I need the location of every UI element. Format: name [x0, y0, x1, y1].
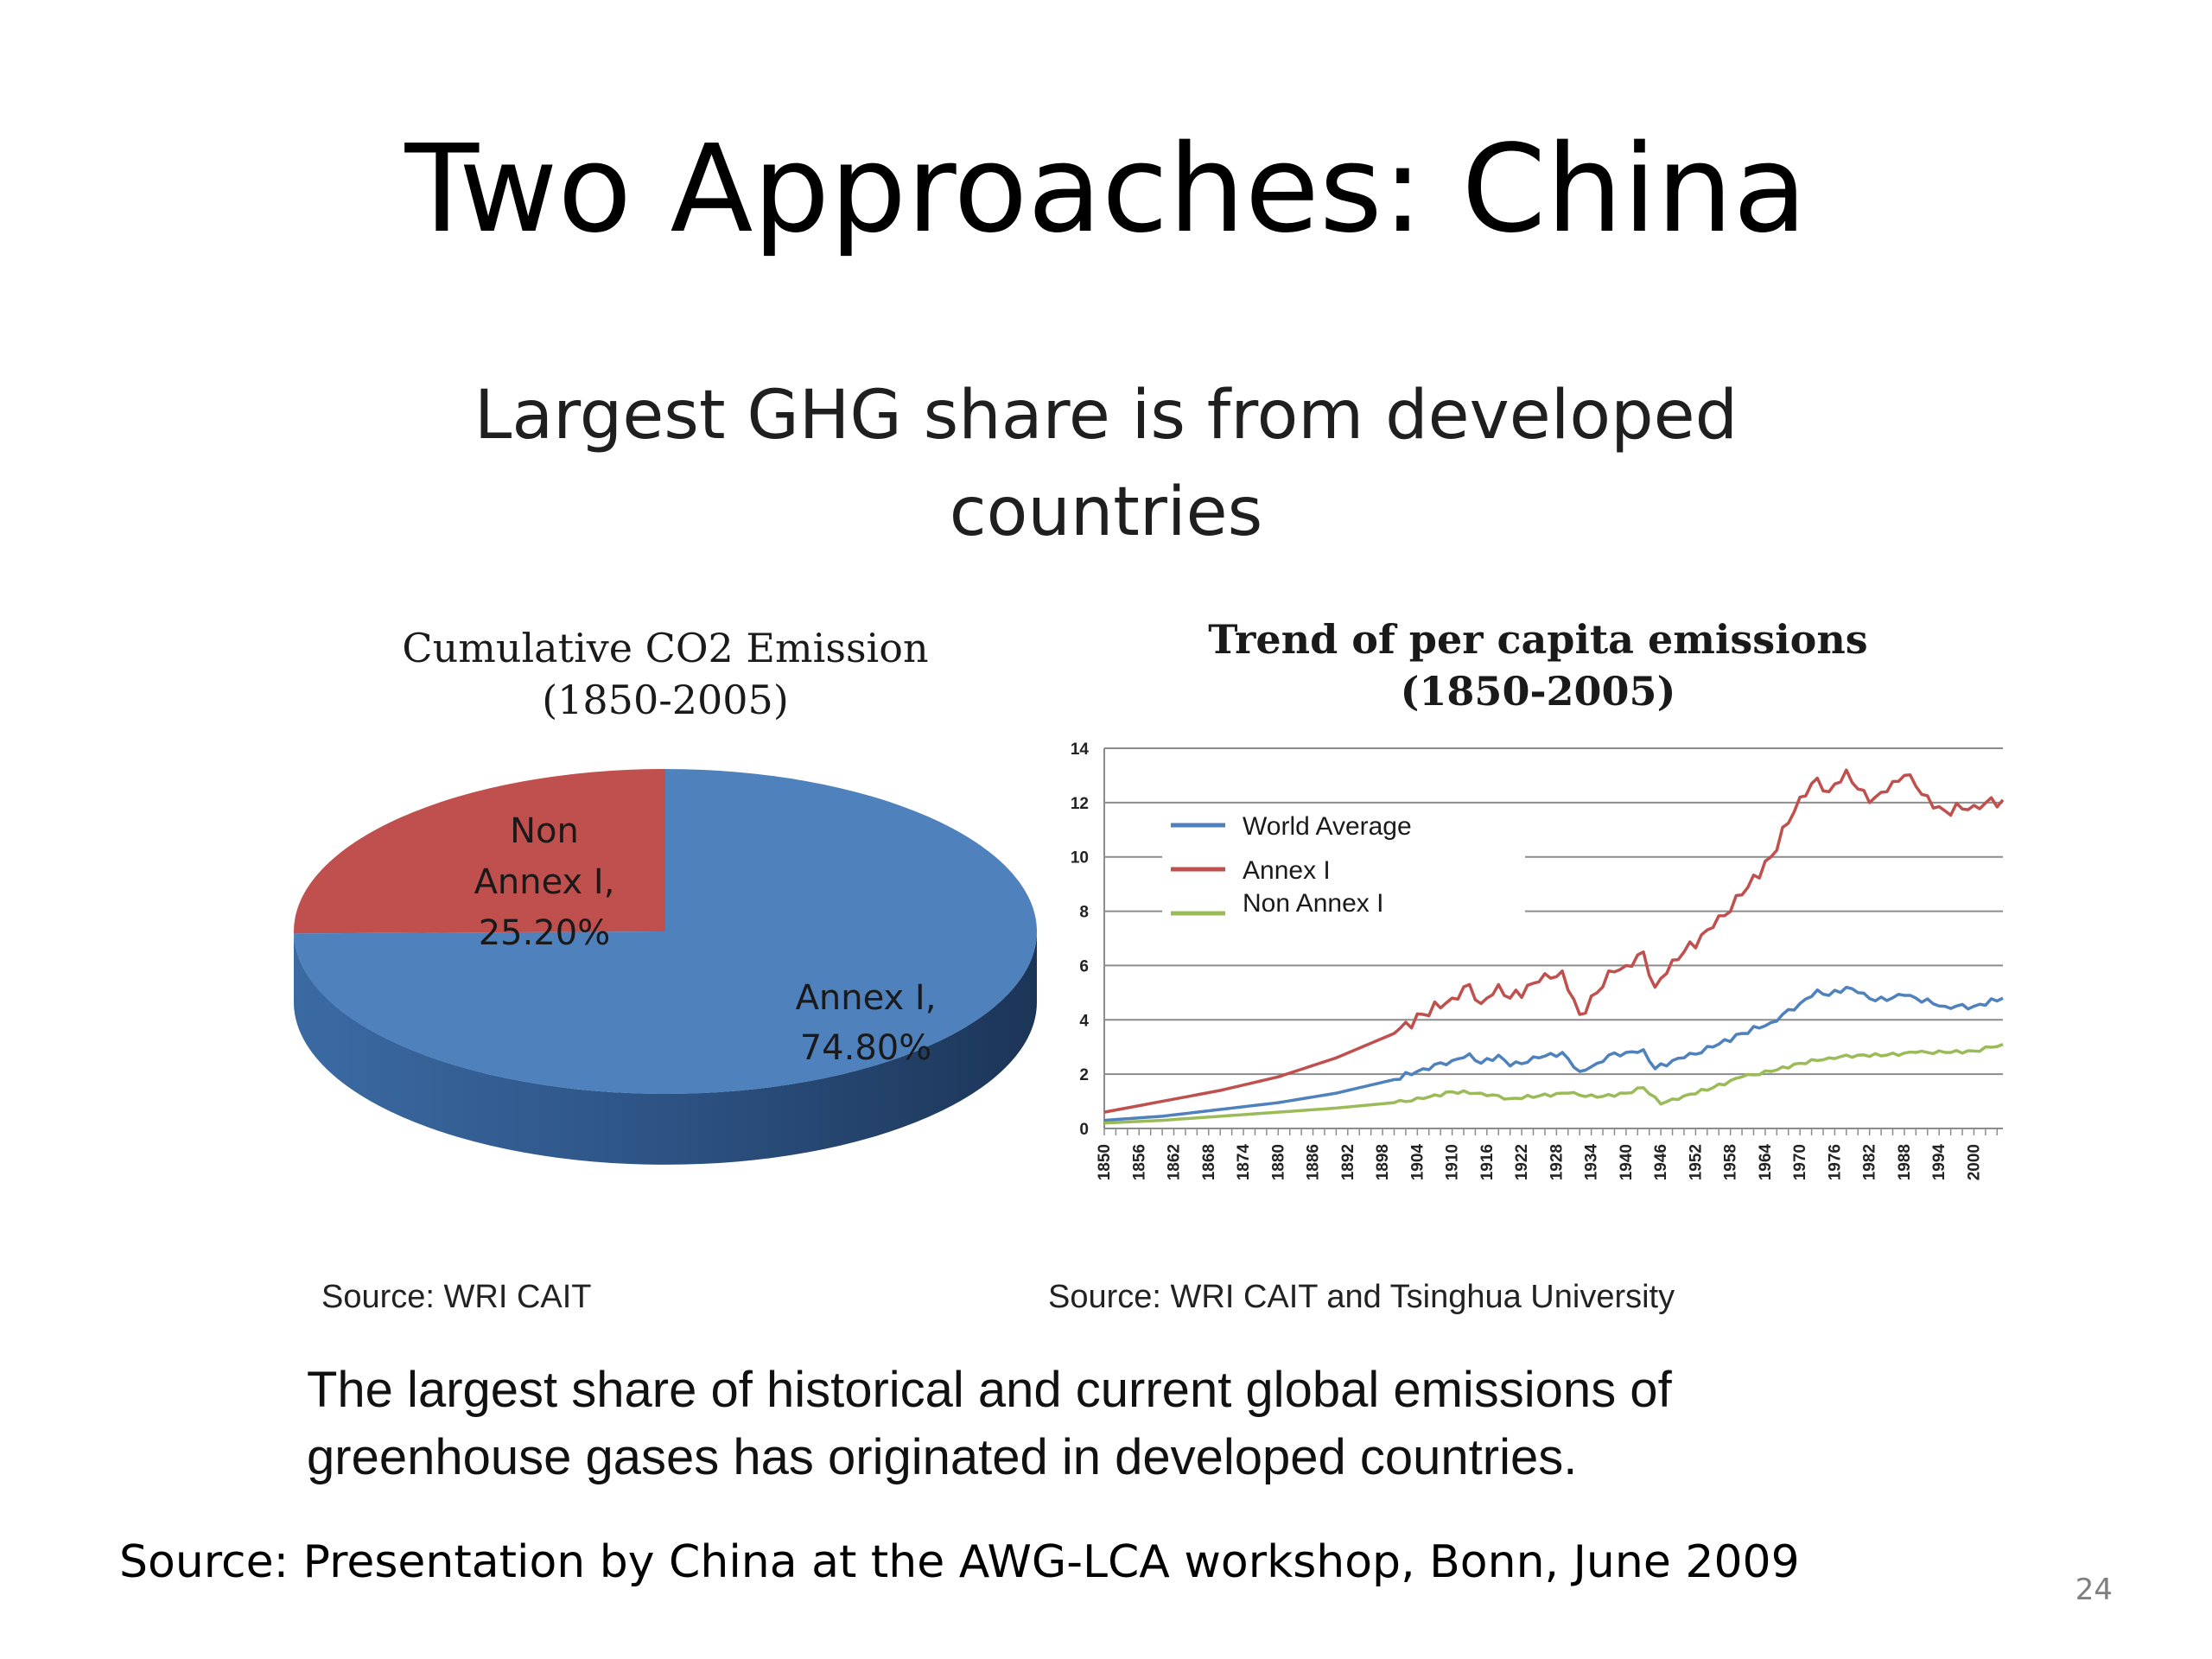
pie-slice-non-annex: [294, 769, 665, 934]
x-tick-label: 1952: [1687, 1144, 1705, 1180]
pie-side-wall: [294, 931, 1037, 1165]
x-tick-label: 1898: [1374, 1144, 1392, 1180]
y-tick-label: 12: [1071, 795, 1089, 813]
y-tick-label: 4: [1079, 1012, 1089, 1030]
pie-title-line-1: Cumulative CO2 Emission: [402, 625, 929, 671]
pie-title-line-2: (1850-2005): [542, 677, 789, 723]
x-tick-label: 1982: [1861, 1144, 1879, 1180]
line-title-line-1: Trend of per capita emissions: [1208, 616, 1868, 663]
conclusion-line-1: The largest share of historical and curr…: [307, 1362, 1672, 1418]
x-tick-label: 1856: [1130, 1144, 1148, 1180]
x-tick-label: 1880: [1269, 1144, 1287, 1180]
pie-slice-annex: [294, 769, 1038, 1094]
conclusion-text: The largest share of historical and curr…: [307, 1357, 1992, 1491]
slide-title: Two Approaches: China: [404, 119, 1808, 260]
pie-label-nonannex-line-2: Annex I,: [474, 862, 615, 902]
pie-chart-title: Cumulative CO2 Emission (1850-2005): [328, 622, 1002, 726]
legend-label-annex: Annex I: [1243, 856, 1331, 885]
x-tick-label: 1874: [1235, 1144, 1253, 1181]
x-tick-label: 1958: [1722, 1144, 1740, 1180]
y-tick-label: 8: [1079, 904, 1089, 922]
x-tick-label: 1862: [1166, 1144, 1184, 1180]
pie-label-annex-value: 74.80%: [800, 1028, 932, 1068]
pie-label-annex-line-1: Annex I,: [796, 978, 937, 1018]
x-tick-label: 1916: [1478, 1144, 1497, 1180]
x-tick-label: 1976: [1826, 1144, 1844, 1180]
x-tick-label: 1988: [1896, 1144, 1914, 1180]
x-tick-label: 1892: [1339, 1144, 1357, 1180]
x-tick-label: 1850: [1096, 1144, 1114, 1180]
series-line-annex-i: [1103, 768, 2005, 1114]
x-tick-label: 1868: [1200, 1144, 1218, 1180]
y-tick-label: 14: [1071, 741, 1090, 759]
y-tick-label: 6: [1079, 957, 1089, 976]
slide-subtitle: Largest GHG share is from developed coun…: [328, 367, 1884, 561]
legend-label-nonannex: Non Annex I: [1243, 889, 1383, 918]
subtitle-line-2: countries: [949, 474, 1263, 551]
x-tick-label: 1964: [1757, 1144, 1775, 1181]
pie-source: Source: WRI CAIT: [321, 1279, 592, 1315]
x-tick-label: 1970: [1791, 1144, 1809, 1180]
series-line-world-average: [1103, 985, 2004, 1122]
y-tick-label: 10: [1071, 849, 1089, 868]
conclusion-line-2: greenhouse gases has originated in devel…: [307, 1429, 1578, 1485]
legend-label-world: World Average: [1243, 812, 1412, 841]
x-tick-label: 1946: [1652, 1144, 1670, 1180]
pie-label-nonannex-value: 25.20%: [479, 913, 611, 953]
pie-label-nonannex-line-1: Non: [510, 811, 579, 851]
legend-background: [1162, 808, 1525, 938]
y-tick-label: 0: [1079, 1121, 1089, 1139]
page-number: 24: [2075, 1573, 2113, 1607]
x-tick-label: 1922: [1513, 1144, 1531, 1180]
x-tick-label: 1886: [1305, 1144, 1323, 1180]
line-title-line-2: (1850-2005): [1400, 668, 1676, 715]
subtitle-line-1: Largest GHG share is from developed: [474, 377, 1738, 454]
x-tick-label: 1904: [1408, 1144, 1427, 1181]
x-tick-label: 1994: [1930, 1144, 1948, 1181]
y-tick-label: 2: [1079, 1066, 1089, 1084]
line-source: Source: WRI CAIT and Tsinghua University: [1048, 1279, 1675, 1315]
line-chart-title: Trend of per capita emissions (1850-2005…: [1158, 613, 1918, 717]
slide-source: Source: Presentation by China at the AWG…: [119, 1536, 1800, 1588]
x-tick-label: 1910: [1444, 1144, 1462, 1180]
series-line-non-annex-i: [1103, 1042, 2004, 1125]
x-tick-label: 1934: [1583, 1144, 1601, 1181]
x-tick-label: 1928: [1548, 1144, 1566, 1180]
x-tick-label: 1940: [1618, 1144, 1636, 1180]
x-tick-label: 2000: [1965, 1144, 1983, 1180]
